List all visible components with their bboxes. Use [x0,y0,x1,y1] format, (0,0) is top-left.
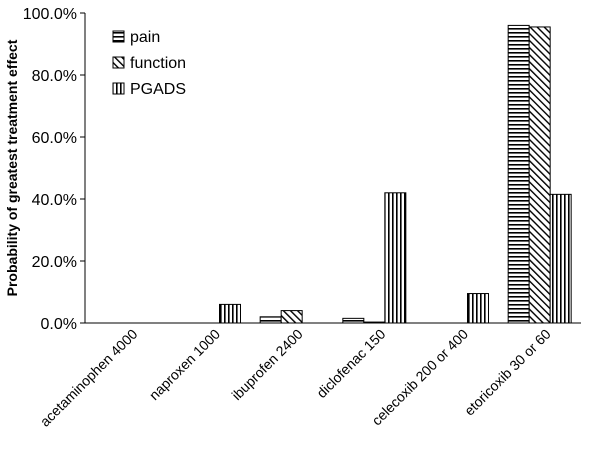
bar-series-group [219,24,572,324]
legend-label: PGADS [130,81,186,98]
legend-swatch-pgads [112,82,125,95]
bar-pgads-4 [467,293,489,324]
y-axis-title: Probability of greatest treatment effect [4,39,20,296]
bar-pgads-5 [549,193,572,324]
legend: pain function PGADS [112,29,186,98]
x-category-label: ibuprofen 2400 [228,326,306,404]
bar-pgads-3 [384,192,407,324]
x-category-label: diclofenac 150 [313,326,388,401]
x-category-label: acetaminophen 4000 [37,326,141,430]
axes [84,13,581,324]
x-category-label: naproxen 1000 [146,326,224,404]
bar-pain-5 [507,24,530,324]
bar-function-5 [528,26,551,324]
y-tick-label: 40.0% [32,192,77,209]
y-tick-label: 80.0% [32,68,77,85]
bar-pain-2 [259,316,282,324]
x-category-label: etoricoxib 30 or 60 [461,326,554,419]
y-tick-label: 20.0% [32,254,77,271]
y-tick-label: 60.0% [32,130,77,147]
y-tick-label: 0.0% [41,316,77,333]
legend-swatch-pain [112,30,125,43]
bar-pgads-1 [219,303,241,324]
y-tick-label: 100.0% [23,6,77,23]
legend-swatch-function [112,56,125,69]
bar-pain-3 [342,317,365,324]
y-axis-ticks: 0.0% 20.0% 40.0% 60.0% 80.0% 100.0% [23,6,85,333]
legend-label: function [130,55,186,72]
legend-label: pain [130,29,160,46]
x-axis-category-labels: acetaminophen 4000 naproxen 1000 ibuprofen… [37,326,554,430]
bar-function-2 [280,310,303,324]
